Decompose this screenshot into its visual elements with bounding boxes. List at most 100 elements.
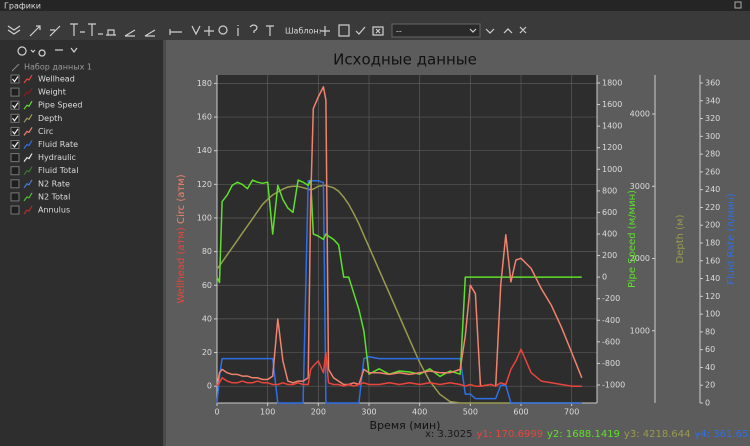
checkbox[interactable] xyxy=(10,153,20,163)
tool-icon[interactable] xyxy=(49,25,61,37)
tool-icon[interactable] xyxy=(204,26,214,36)
tool-icon[interactable] xyxy=(70,23,85,36)
series-label[interactable]: Weight xyxy=(38,88,66,97)
tool-icon[interactable] xyxy=(29,25,41,37)
y2-tick-label: 800 xyxy=(602,186,617,195)
y-tick-label: 40 xyxy=(202,314,212,323)
y-tick-label: 80 xyxy=(202,247,212,256)
tool-icon[interactable] xyxy=(218,25,228,35)
y2-tick-label: 1600 xyxy=(602,100,622,109)
check-mark xyxy=(12,128,19,135)
tool-icon[interactable] xyxy=(266,25,274,36)
y3-tick-label: 3000 xyxy=(630,182,650,191)
series-icon xyxy=(23,205,33,215)
series-label[interactable]: Wellhead xyxy=(38,75,75,84)
tool-icon[interactable] xyxy=(169,29,182,35)
template-label: Шаблон: xyxy=(285,27,321,36)
y2-tick-label: 1800 xyxy=(602,78,622,87)
checkbox[interactable] xyxy=(10,126,20,136)
tree-toolbar[interactable] xyxy=(17,46,78,57)
y2-tick-label: -1000 xyxy=(602,380,625,389)
dataset-name: Набор данных 1 xyxy=(24,63,92,72)
series-line xyxy=(216,86,583,387)
tool-icon[interactable] xyxy=(88,23,103,36)
y4-axis-label: Fluid Rate (л/мин) xyxy=(726,193,737,285)
series-label[interactable]: N2 Rate xyxy=(38,179,70,188)
tool-icon[interactable] xyxy=(355,26,366,35)
y-tick-label: 20 xyxy=(202,348,212,357)
series-icon xyxy=(23,166,33,176)
series-icon xyxy=(23,87,33,97)
y4-tick-label: 140 xyxy=(705,274,720,283)
x-tick-label: 400 xyxy=(412,408,427,417)
x-tick-label: 500 xyxy=(463,408,478,417)
y4-tick-label: 200 xyxy=(705,221,720,230)
y3-axis-label: Depth (м) xyxy=(675,214,686,263)
y-label-part: Circ (атм) xyxy=(176,174,187,224)
checkbox[interactable] xyxy=(10,179,20,189)
series-label[interactable]: N2 Total xyxy=(38,192,70,201)
y4-tick-label: 80 xyxy=(705,327,715,336)
x-tick-label: 100 xyxy=(260,408,275,417)
y-tick-label: 180 xyxy=(197,79,212,88)
series-icon xyxy=(23,127,33,136)
splitter[interactable] xyxy=(163,40,166,446)
series-label[interactable]: Fluid Rate xyxy=(38,140,78,149)
checkbox[interactable] xyxy=(10,87,20,97)
x-tick-label: 200 xyxy=(311,408,326,417)
y4-tick-label: 300 xyxy=(705,132,720,141)
title-bar xyxy=(0,0,750,11)
check-mark xyxy=(12,76,19,83)
tool-icon[interactable] xyxy=(144,29,156,37)
y4-tick-label: 340 xyxy=(705,96,720,105)
checkbox[interactable] xyxy=(10,192,20,202)
tool-icon[interactable] xyxy=(7,25,21,35)
series-label[interactable]: Hydraulic xyxy=(38,153,76,162)
y4-tick-label: 280 xyxy=(705,150,720,159)
y4-tick-label: 180 xyxy=(705,239,720,248)
series-label[interactable]: Circ xyxy=(38,127,53,136)
status-value: y2: 1688.1419 xyxy=(547,429,620,440)
y2-tick-label: 600 xyxy=(602,208,617,217)
y4-tick-label: 360 xyxy=(705,79,720,88)
window-button[interactable] xyxy=(734,1,742,9)
y-tick-label: 140 xyxy=(197,146,212,155)
checkbox[interactable] xyxy=(10,205,20,215)
toolbar xyxy=(0,11,750,40)
tool-icon[interactable] xyxy=(338,24,350,37)
status-value: y4: 361.6575 xyxy=(694,429,750,440)
check-mark xyxy=(12,102,19,109)
series-label[interactable]: Depth xyxy=(38,114,62,123)
checkbox[interactable] xyxy=(10,100,20,110)
y-tick-label: 120 xyxy=(197,180,212,189)
y2-tick-label: 1000 xyxy=(602,165,622,174)
series-label[interactable]: Pipe Speed xyxy=(38,101,83,110)
tool-icon[interactable] xyxy=(191,25,201,36)
y3-tick-label: 4000 xyxy=(630,110,650,119)
y4-tick-label: 120 xyxy=(705,292,720,301)
tool-icon[interactable] xyxy=(249,24,258,33)
template-select[interactable] xyxy=(391,23,481,38)
tool-icon[interactable] xyxy=(106,29,116,36)
tool-icon[interactable] xyxy=(124,29,136,37)
status-bar: x: 3.3025 y1: 170.6999 y2: 1688.1419 y3: 42… xyxy=(425,429,750,440)
tool-icon[interactable] xyxy=(372,26,384,36)
y4-tick-label: 40 xyxy=(705,363,715,372)
series-label[interactable]: Fluid Total xyxy=(38,166,78,175)
tool-icon[interactable] xyxy=(469,26,527,34)
checkbox[interactable] xyxy=(10,140,20,149)
checkbox[interactable] xyxy=(10,166,20,176)
y4-tick-label: 260 xyxy=(705,167,720,176)
y4-tick-label: 0 xyxy=(705,399,710,408)
checkbox[interactable] xyxy=(10,113,20,123)
y-label-part: Wellhead (атм) xyxy=(176,227,187,304)
tool-icon[interactable] xyxy=(320,26,330,36)
series-label[interactable]: Annulus xyxy=(38,206,70,215)
status-value: x: 3.3025 xyxy=(425,429,472,440)
y4-tick-label: 160 xyxy=(705,256,720,265)
checkbox[interactable] xyxy=(10,74,20,84)
window-title: Графики xyxy=(4,2,41,11)
y3-tick-label: 1000 xyxy=(630,326,650,335)
